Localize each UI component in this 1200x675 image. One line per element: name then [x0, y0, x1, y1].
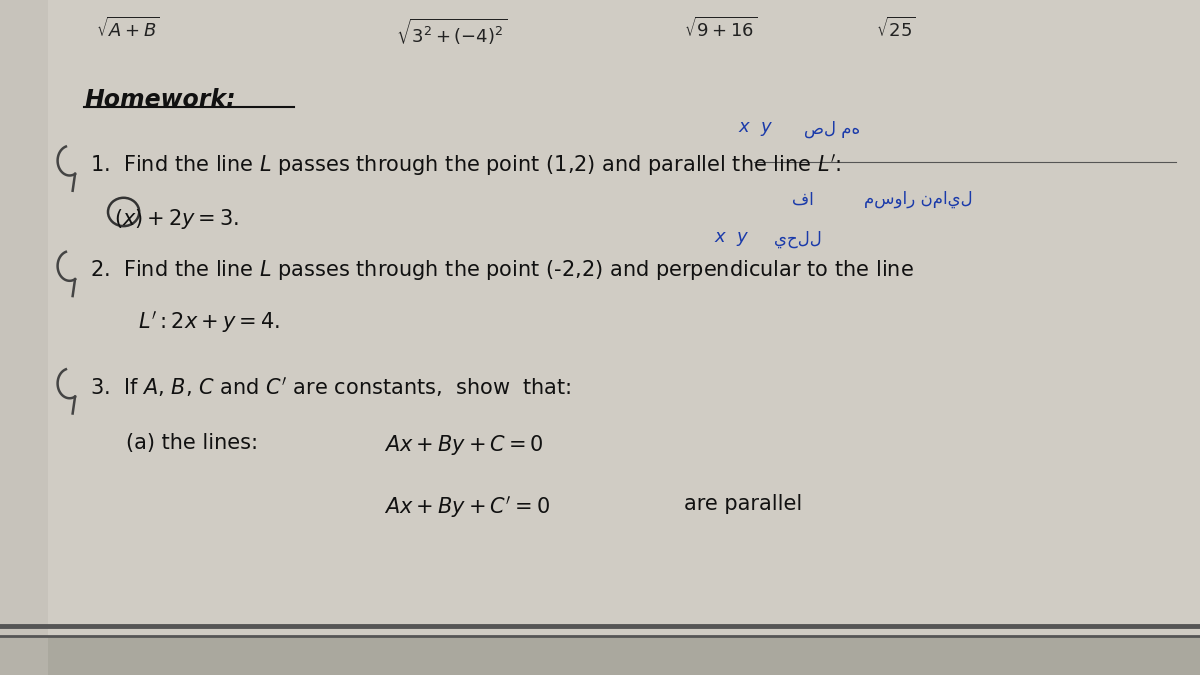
Text: صل مه: صل مه	[804, 120, 860, 138]
Bar	[0, 0, 48, 675]
Text: مسوار نمايل: مسوار نمايل	[864, 190, 973, 209]
Text: 3.  If $A$, $B$, $C$ and $C'$ are constants,  show  that:: 3. If $A$, $B$, $C$ and $C'$ are constan…	[90, 375, 571, 399]
Text: يحلل: يحلل	[774, 230, 822, 248]
Bar	[0, 636, 1200, 675]
Text: $\sqrt{3^2+(-4)^2}$: $\sqrt{3^2+(-4)^2}$	[396, 17, 508, 47]
Text: $\sqrt{25}$: $\sqrt{25}$	[876, 17, 916, 41]
Text: 2.  Find the line $L$ passes through the point (-2,2) and perpendicular to the l: 2. Find the line $L$ passes through the …	[90, 258, 914, 282]
Text: فا: فا	[792, 190, 814, 209]
Text: $x$  $y$: $x$ $y$	[738, 120, 774, 138]
Text: $\sqrt{9+16}$: $\sqrt{9+16}$	[684, 17, 757, 41]
Text: $Ax + By + C = 0$: $Ax + By + C = 0$	[384, 433, 544, 458]
Text: $(x)+ 2y = 3.$: $(x)+ 2y = 3.$	[114, 207, 239, 232]
Text: $L': 2x + y = 4.$: $L': 2x + y = 4.$	[138, 309, 280, 335]
Text: Homework:: Homework:	[84, 88, 235, 112]
Text: $x$  $y$: $x$ $y$	[714, 230, 750, 248]
Text: are parallel: are parallel	[684, 494, 803, 514]
Text: $\sqrt{A+B}$: $\sqrt{A+B}$	[96, 17, 160, 41]
Text: (a) the lines:: (a) the lines:	[126, 433, 258, 454]
Text: $Ax + By + C' = 0$: $Ax + By + C' = 0$	[384, 494, 550, 520]
Text: 1.  Find the line $L$ passes through the point (1,2) and parallel the line $L'$:: 1. Find the line $L$ passes through the …	[90, 152, 841, 178]
